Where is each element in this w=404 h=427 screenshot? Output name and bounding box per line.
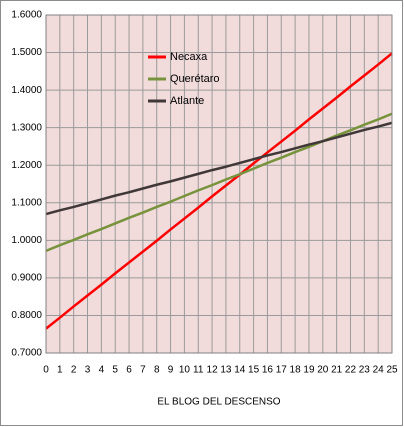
y-tick-label: 1.2000 [11, 160, 42, 171]
x-tick-label: 20 [317, 365, 329, 376]
lines [45, 52, 393, 330]
legend: Necaxa Querétaro Atlante [148, 51, 220, 107]
y-tick-label: 1.4000 [11, 85, 42, 96]
x-tick-label: 23 [359, 365, 371, 376]
y-tick-label: 1.0000 [11, 235, 42, 246]
x-tick-label: 1 [57, 365, 63, 376]
legend-label: Necaxa [170, 51, 208, 63]
y-tick-label: 1.6000 [11, 10, 42, 21]
x-tick-label: 2 [71, 365, 77, 376]
x-tick-label: 4 [99, 365, 105, 376]
x-tick-label: 24 [373, 365, 385, 376]
x-tick-label: 11 [193, 365, 204, 376]
x-tick-label: 15 [248, 365, 260, 376]
x-tick-label: 17 [276, 365, 288, 376]
plot-area [46, 15, 392, 353]
x-tick-label: 6 [126, 365, 132, 376]
x-tick-label: 13 [220, 365, 232, 376]
x-tick-label: 7 [140, 365, 146, 376]
y-tick-label: 1.1000 [11, 197, 42, 208]
x-axis-label: EL BLOG DEL DESCENSO [157, 397, 280, 408]
series-line [45, 121, 393, 216]
x-tick-label: 9 [168, 365, 174, 376]
x-tick-label: 3 [85, 365, 91, 376]
y-tick-label: 1.3000 [11, 122, 42, 133]
legend-label: Atlante [170, 95, 204, 107]
y-tick-label: 1.5000 [11, 47, 42, 58]
y-tick-label: 0.7000 [11, 348, 42, 359]
x-tick-label: 21 [331, 365, 343, 376]
x-tick-label: 22 [345, 365, 357, 376]
x-tick-label: 8 [154, 365, 160, 376]
x-tick-label: 5 [112, 365, 118, 376]
x-tick-label: 0 [43, 365, 49, 376]
series-line [45, 112, 393, 253]
x-tick-label: 10 [179, 365, 191, 376]
x-tick-label: 19 [303, 365, 315, 376]
x-tick-label: 16 [262, 365, 274, 376]
y-tick-label: 0.8000 [11, 310, 42, 321]
series-line [45, 52, 393, 330]
x-tick-label: 12 [207, 365, 219, 376]
labels: 0.7000 0.8000 0.9000 1.0000 1.1000 1.2000 1.30… [11, 10, 398, 376]
x-tick-label: 18 [290, 365, 302, 376]
x-tick-label: 25 [386, 365, 398, 376]
x-tick-label: 14 [234, 365, 246, 376]
y-tick-label: 0.9000 [11, 273, 42, 284]
legend-label: Querétaro [170, 73, 220, 85]
plot-border [45, 14, 393, 354]
